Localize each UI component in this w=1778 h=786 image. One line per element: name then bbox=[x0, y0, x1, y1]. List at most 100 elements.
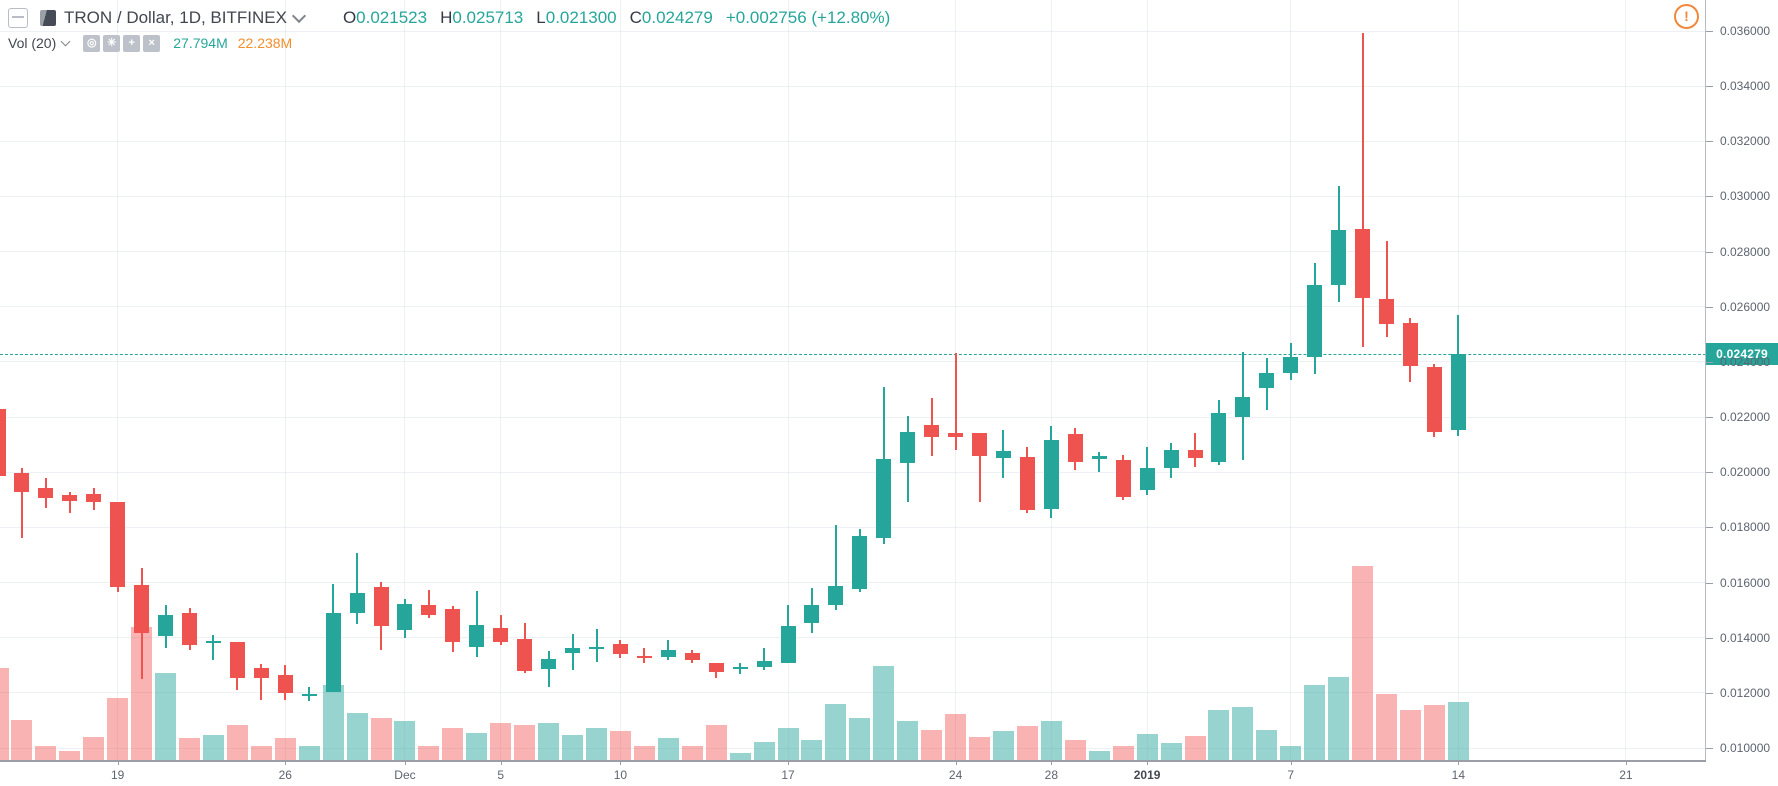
price-axis-tick bbox=[1706, 582, 1713, 584]
candle-body[interactable] bbox=[277, 674, 293, 693]
candle-body[interactable] bbox=[38, 487, 54, 498]
candle-body[interactable] bbox=[1450, 354, 1466, 431]
candle-body[interactable] bbox=[1067, 433, 1083, 462]
candle-body[interactable] bbox=[469, 624, 485, 647]
candle-body[interactable] bbox=[900, 431, 916, 463]
candle-body[interactable] bbox=[1187, 449, 1203, 458]
volume-bar bbox=[35, 746, 57, 760]
alert-warning-icon[interactable]: ! bbox=[1674, 4, 1699, 29]
candle-body[interactable] bbox=[397, 603, 413, 630]
candle-body[interactable] bbox=[876, 458, 892, 538]
candle-body[interactable] bbox=[86, 493, 102, 502]
candle-body[interactable] bbox=[1211, 412, 1227, 462]
add-icon[interactable]: + bbox=[123, 34, 141, 52]
candle-body[interactable] bbox=[253, 668, 269, 678]
volume-bar bbox=[1376, 694, 1398, 760]
price-axis[interactable]: 0.024279 0.036000 0.034000 0.032000 0.03000… bbox=[1706, 0, 1778, 786]
price-axis-label: 0.020000 bbox=[1720, 465, 1771, 480]
current-price-line bbox=[0, 353, 1706, 355]
candle-body[interactable] bbox=[205, 640, 221, 643]
candle-body[interactable] bbox=[1043, 439, 1059, 509]
candle-body[interactable] bbox=[852, 535, 868, 589]
hide-icon[interactable]: ◎ bbox=[83, 34, 101, 52]
candle-body[interactable] bbox=[1283, 356, 1299, 373]
candle-body[interactable] bbox=[756, 660, 772, 667]
candle-body[interactable] bbox=[373, 586, 389, 626]
volume-bar bbox=[562, 734, 584, 760]
candle-body[interactable] bbox=[445, 608, 461, 642]
candle-body[interactable] bbox=[182, 612, 198, 645]
candle-body[interactable] bbox=[134, 584, 150, 633]
price-axis-tick bbox=[1706, 692, 1713, 694]
price-axis-label: 0.026000 bbox=[1720, 299, 1771, 314]
price-axis-label: 0.028000 bbox=[1720, 244, 1771, 259]
candle-body[interactable] bbox=[804, 604, 820, 623]
volume-bar bbox=[394, 720, 416, 760]
candle-body[interactable] bbox=[1139, 467, 1155, 490]
candle-body[interactable] bbox=[708, 662, 724, 672]
volume-bar bbox=[11, 719, 33, 760]
candle-body[interactable] bbox=[636, 655, 652, 658]
price-gridline bbox=[0, 526, 1706, 528]
candle-body[interactable] bbox=[229, 641, 245, 678]
candle-body[interactable] bbox=[828, 585, 844, 605]
time-axis-label: 14 bbox=[1451, 768, 1466, 782]
candle-body[interactable] bbox=[110, 501, 126, 587]
candle-body[interactable] bbox=[1163, 449, 1179, 468]
time-gridline bbox=[1146, 0, 1148, 760]
candle-body[interactable] bbox=[948, 432, 964, 437]
close-icon[interactable]: × bbox=[143, 34, 161, 52]
candle-body[interactable] bbox=[1115, 459, 1131, 497]
candle-body[interactable] bbox=[349, 592, 365, 613]
legend-collapse-button[interactable] bbox=[8, 8, 28, 28]
candle-body[interactable] bbox=[1019, 456, 1035, 510]
candle-body[interactable] bbox=[421, 604, 437, 615]
candle-body[interactable] bbox=[1402, 322, 1418, 366]
volume-bar bbox=[370, 718, 392, 760]
candle-body[interactable] bbox=[612, 643, 628, 654]
price-axis-tick bbox=[1706, 251, 1713, 253]
indicator-title[interactable]: Vol (20) bbox=[8, 35, 57, 51]
price-chart-plot[interactable] bbox=[0, 0, 1706, 760]
candle-body[interactable] bbox=[565, 647, 581, 653]
chevron-down-icon[interactable] bbox=[60, 36, 71, 46]
settings-gear-icon[interactable]: ✳ bbox=[103, 34, 121, 52]
candle-body[interactable] bbox=[732, 666, 748, 669]
candle-body[interactable] bbox=[1355, 228, 1371, 298]
volume-bar bbox=[202, 734, 224, 760]
volume-bar bbox=[1256, 729, 1278, 760]
candle-body[interactable] bbox=[541, 658, 557, 669]
candle-body[interactable] bbox=[1307, 284, 1323, 357]
candle-body[interactable] bbox=[1235, 396, 1251, 417]
candle-body[interactable] bbox=[1259, 372, 1275, 388]
chevron-down-icon[interactable] bbox=[291, 8, 307, 24]
candle-body[interactable] bbox=[1426, 366, 1442, 432]
time-axis-tick bbox=[1051, 760, 1053, 765]
candle-body[interactable] bbox=[924, 424, 940, 437]
candle-body[interactable] bbox=[1331, 229, 1347, 285]
candle-body[interactable] bbox=[517, 638, 533, 671]
price-gridline bbox=[0, 85, 1706, 87]
candle-body[interactable] bbox=[14, 472, 30, 492]
candle-wick bbox=[356, 552, 359, 624]
candle-body[interactable] bbox=[1379, 298, 1395, 324]
volume-current-value: 27.794M bbox=[173, 35, 228, 51]
candle-body[interactable] bbox=[62, 494, 78, 501]
candle-body[interactable] bbox=[972, 432, 988, 456]
time-axis[interactable]: 19 26 Dec 5 10 17 24 28 2019 7 14 21 bbox=[0, 760, 1778, 786]
time-gridline bbox=[1625, 0, 1627, 760]
candle-body[interactable] bbox=[995, 450, 1011, 458]
candle-body[interactable] bbox=[301, 693, 317, 696]
candle-body[interactable] bbox=[589, 646, 604, 649]
candle-body[interactable] bbox=[1091, 455, 1107, 459]
candle-body[interactable] bbox=[158, 614, 174, 636]
candle-body[interactable] bbox=[780, 625, 796, 663]
candle-body[interactable] bbox=[493, 627, 509, 642]
candle-body[interactable] bbox=[660, 649, 676, 657]
price-axis-label: 0.010000 bbox=[1720, 741, 1771, 755]
chart-legend: TRON / Dollar, 1D, BITFINEX O0.021523 H0… bbox=[8, 5, 890, 55]
symbol-title[interactable]: TRON / Dollar, 1D, BITFINEX bbox=[64, 8, 287, 27]
candle-body[interactable] bbox=[0, 408, 6, 476]
candle-body[interactable] bbox=[325, 612, 341, 692]
candle-body[interactable] bbox=[684, 652, 700, 660]
